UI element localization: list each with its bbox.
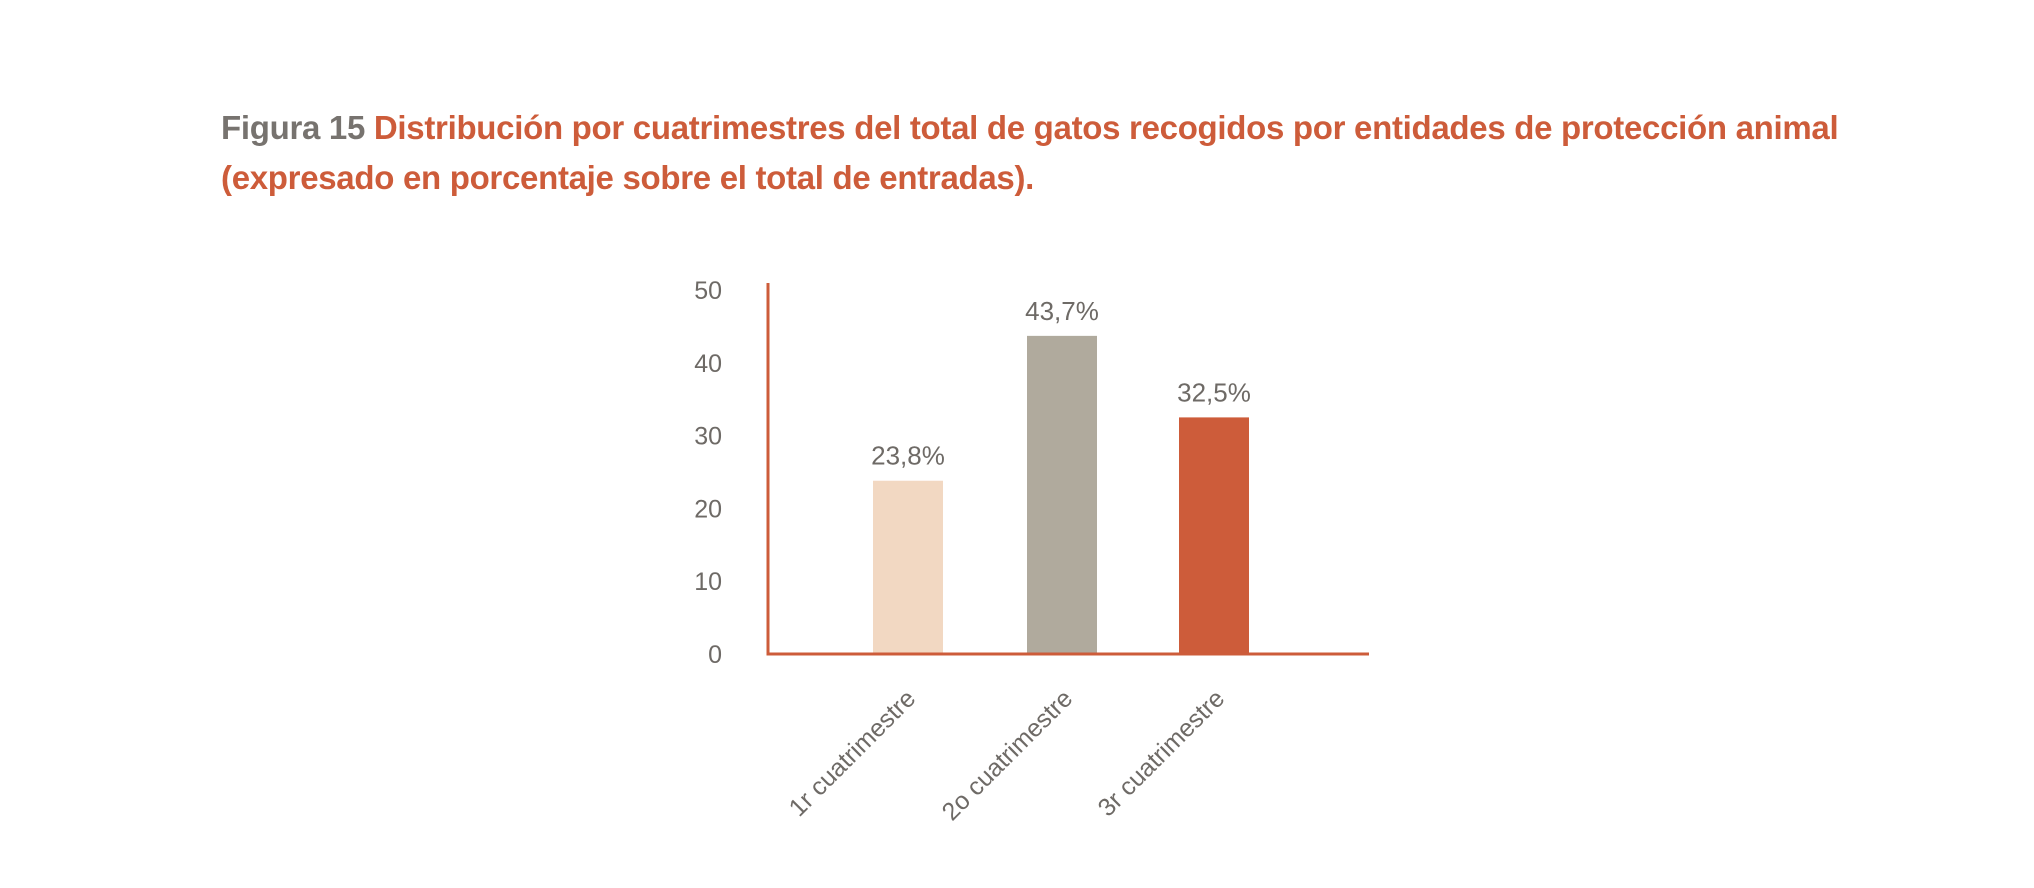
y-tick-label: 10 [694, 568, 722, 596]
y-tick-label: 30 [694, 423, 722, 451]
y-tick-label: 20 [694, 495, 722, 523]
axes [766, 283, 1369, 656]
data-labels: 23,8% 43,7% 32,5% [871, 296, 1251, 471]
figure-number: Figura 15 [221, 109, 366, 146]
x-category-label: 2o cuatrimestre [937, 684, 1079, 826]
y-tick-label: 50 [694, 277, 722, 305]
bars [873, 335, 1249, 654]
figure-title: Distribución por cuatrimestres del total… [221, 109, 1839, 196]
data-label: 32,5% [1177, 377, 1251, 407]
y-tick-label: 0 [708, 641, 722, 669]
x-category-label: 1r cuatrimestre [784, 684, 922, 822]
data-label: 23,8% [871, 441, 945, 471]
y-tick-label: 40 [694, 350, 722, 378]
y-axis-ticks: 0 10 20 30 40 50 [694, 277, 722, 669]
bar [1027, 335, 1097, 654]
x-axis-category-labels: 1r cuatrimestre 2o cuatrimestre 3r cuatrim… [784, 684, 1231, 826]
data-label: 43,7% [1025, 296, 1099, 326]
bar [1179, 417, 1249, 654]
x-category-label: 3r cuatrimestre [1093, 684, 1231, 822]
figure-caption: Figura 15 Distribución por cuatrimestres… [221, 103, 1921, 203]
bar [873, 480, 943, 654]
